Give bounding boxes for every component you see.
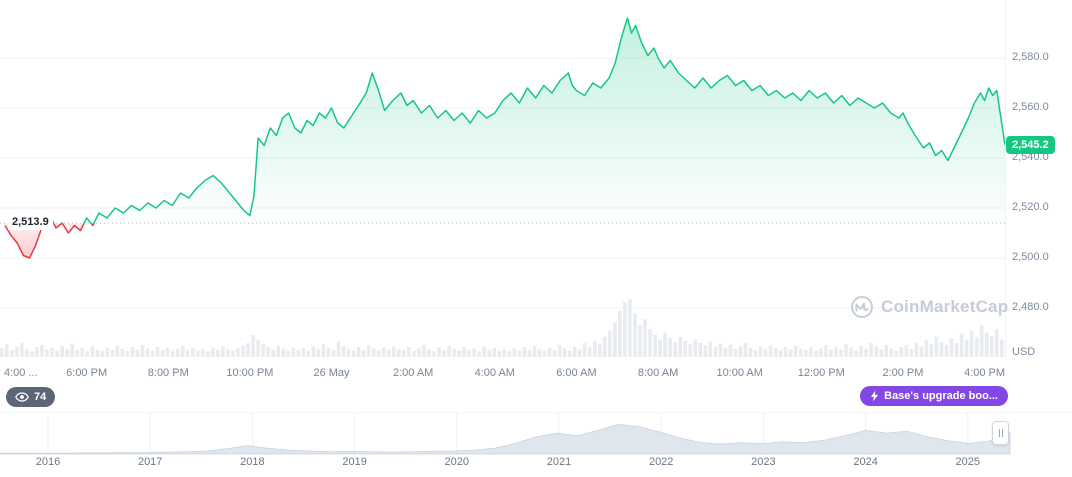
current-price-badge: 2,545.2 [1006,136,1055,154]
x-axis: 4:00 ... 6:00 PM 8:00 PM 10:00 PM 26 May 2:00… [0,360,1005,384]
watermark-text: CoinMarketCap [881,297,1009,316]
x-axis-tick: 6:00 PM [66,367,108,379]
axis-separator [1005,0,1006,360]
navigator-area [0,424,1011,455]
coinmarketcap-logo-icon [850,295,874,319]
x-axis-tick: 4:00 PM [964,367,1006,379]
price-chart[interactable]: 2,580.0 2,560.0 2,540.0 2,520.0 2,500.0 2,480… [0,0,1072,360]
price-area-down [5,223,94,258]
year-label: 2025 [955,456,981,468]
x-axis-tick: 4:00 ... [4,367,38,379]
x-axis-tick: 8:00 PM [147,367,189,379]
y-axis-tick: 2,520.0 [1012,201,1049,213]
y-axis-tick: 2,500.0 [1012,251,1049,263]
x-axis-tick: 10:00 AM [716,367,763,379]
x-axis-tick: 8:00 AM [637,367,679,379]
x-axis-tick: 10:00 PM [226,367,274,379]
x-axis-tick: 2:00 PM [882,367,924,379]
annotation-label: Base's upgrade boo... [884,390,998,402]
price-chart-canvas[interactable] [0,0,1005,360]
year-label: 2019 [342,456,367,468]
y-axis-tick: 2,580.0 [1012,51,1049,63]
year-label: 2017 [137,456,163,468]
volume-bars [0,299,1004,357]
year-label: 2022 [648,456,674,468]
y-axis-tick: 2,560.0 [1012,101,1049,113]
year-label: 2020 [444,456,470,468]
price-area-up [5,18,1005,224]
y-axis-tick: 2,540.0 [1012,151,1049,163]
timeline-navigator[interactable] [0,412,1072,455]
open-price-label: 2,513.9 [8,215,53,231]
currency-label: USD [1012,346,1036,358]
x-axis-tick: 4:00 AM [474,367,515,379]
x-axis-tick: 26 May [313,367,350,379]
price-line-up [43,17,1005,224]
x-axis-tick: 12:00 PM [797,367,845,379]
x-axis-tick: 2:00 AM [392,367,434,379]
year-label: 2024 [853,456,878,468]
y-axis-tick: 2,480.0 [1012,301,1049,313]
lightning-icon [870,390,879,402]
year-label: 2021 [546,456,572,468]
eye-icon [15,392,29,402]
navigator-chart-canvas[interactable] [0,413,1072,455]
year-label: 2018 [240,456,265,468]
year-axis: 2016 2017 2018 2019 2020 2021 2022 2023 2024 2025 [0,456,1072,472]
watchers-badge[interactable]: 74 [6,387,56,407]
watchers-count: 74 [34,391,47,403]
navigator-handle[interactable] [992,421,1009,445]
news-annotation-badge[interactable]: Base's upgrade boo... [860,386,1008,406]
year-label: 2016 [35,456,61,468]
watermark: CoinMarketCap [850,295,1008,319]
year-label: 2023 [751,456,776,468]
x-axis-tick: 6:00 AM [556,367,597,379]
